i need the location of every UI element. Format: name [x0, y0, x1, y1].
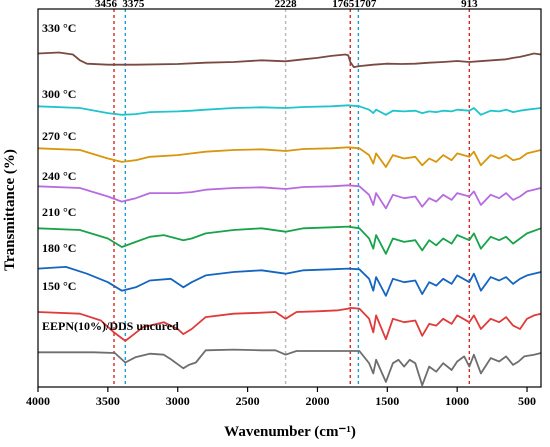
- x-tick-label-500: 500: [518, 394, 536, 408]
- reference-label-913: 913: [461, 0, 478, 10]
- spectrum-6: [37, 104, 542, 116]
- series-label-0: EEPN(10%)/DDS uncured: [42, 319, 179, 333]
- series-label-7: 330 °C: [42, 21, 76, 35]
- x-tick-label-2500: 2500: [236, 394, 260, 408]
- series-label-1: 150 °C: [42, 279, 76, 293]
- series-label-3: 210 °C: [42, 205, 76, 219]
- spectra: [37, 51, 542, 387]
- spectrum-0: [38, 348, 542, 387]
- plot-frame: [37, 8, 542, 388]
- x-tick-label-3000: 3000: [166, 394, 190, 408]
- reference-label-3375: 3375: [122, 0, 145, 10]
- spectrum-4: [37, 184, 542, 210]
- y-axis-label: Transmittance (%): [2, 149, 18, 271]
- x-axis-label: Wavenumber (cm⁻¹): [224, 424, 356, 440]
- spectrum-5: [37, 146, 542, 168]
- reference-label-1765: 1765: [332, 0, 355, 10]
- spectrum-2: [37, 266, 542, 297]
- x-tick-label-4000: 4000: [26, 394, 50, 408]
- spectrum-3: [37, 225, 542, 255]
- x-axis: 4000 3500 3000 2500 2000 1500 1000 500: [26, 387, 536, 408]
- x-tick-label-2000: 2000: [305, 394, 329, 408]
- series-label-2: 180 °C: [42, 241, 76, 255]
- reference-label-1707: 1707: [354, 0, 377, 10]
- x-tick-label-1500: 1500: [375, 394, 399, 408]
- spectrum-1: [37, 307, 542, 342]
- x-tick-label-3500: 3500: [96, 394, 120, 408]
- series-label-4: 240 °C: [42, 169, 76, 183]
- spectrum-7: [37, 51, 542, 68]
- series-label-6: 300 °C: [42, 87, 76, 101]
- reference-lines: 3456 3375 2228 1765 1707 913: [95, 0, 478, 387]
- series-label-5: 270 °C: [42, 129, 76, 143]
- series-labels: EEPN(10%)/DDS uncured 150 °C 180 °C 210 °C 2…: [42, 21, 179, 333]
- reference-label-3456: 3456: [95, 0, 118, 10]
- x-tick-label-1000: 1000: [445, 394, 469, 408]
- reference-label-2228: 2228: [275, 0, 298, 10]
